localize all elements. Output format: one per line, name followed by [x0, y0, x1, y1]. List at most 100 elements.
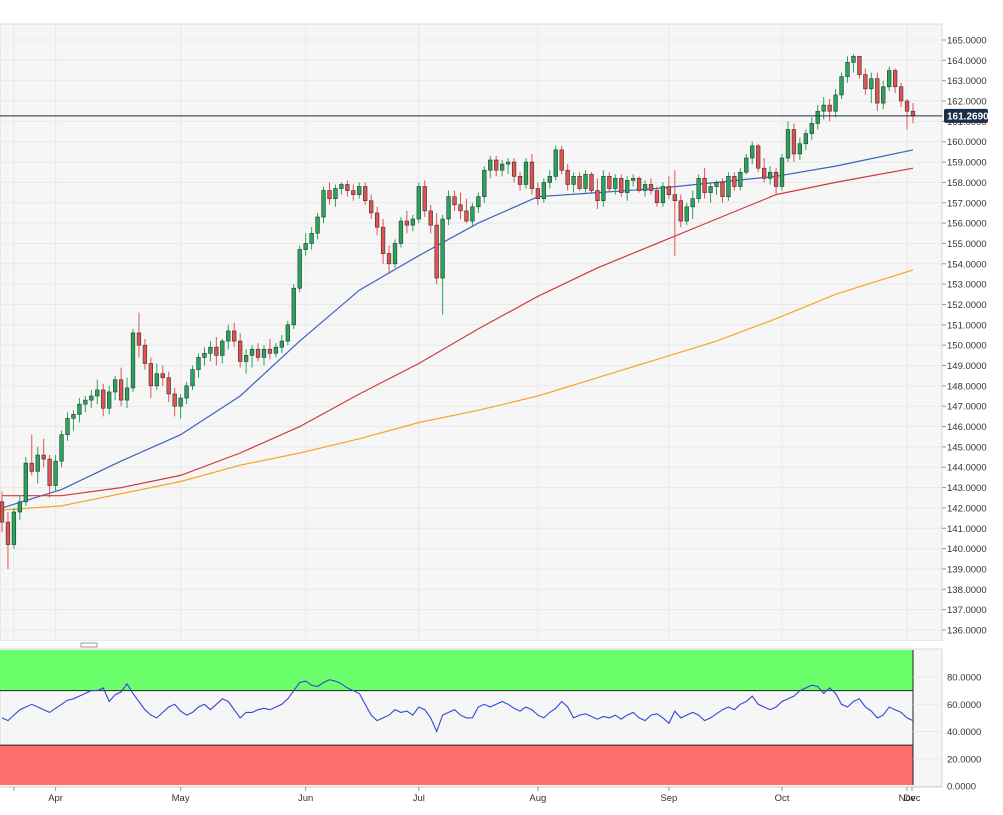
candle[interactable]	[726, 172, 731, 201]
candle[interactable]	[303, 233, 308, 256]
candle[interactable]	[226, 324, 231, 350]
candle[interactable]	[363, 182, 368, 205]
candle[interactable]	[541, 178, 546, 203]
candle[interactable]	[535, 182, 541, 205]
candle[interactable]	[767, 166, 773, 185]
candle[interactable]	[494, 155, 499, 177]
candle[interactable]	[279, 335, 284, 354]
candle[interactable]	[482, 166, 487, 203]
candle[interactable]	[386, 245, 392, 274]
candle[interactable]	[369, 194, 374, 220]
candle[interactable]	[750, 141, 755, 165]
candle[interactable]	[636, 176, 642, 193]
candle[interactable]	[11, 507, 17, 549]
candle[interactable]	[869, 72, 874, 104]
candle[interactable]	[309, 227, 314, 250]
candle[interactable]	[791, 123, 797, 163]
candle[interactable]	[631, 174, 636, 187]
candle[interactable]	[708, 182, 713, 203]
candle[interactable]	[773, 168, 779, 195]
candle[interactable]	[613, 174, 618, 195]
candle[interactable]	[0, 491, 5, 533]
candle[interactable]	[345, 180, 350, 197]
candle[interactable]	[321, 186, 326, 224]
candle[interactable]	[285, 320, 290, 346]
candle[interactable]	[154, 363, 159, 390]
candle[interactable]	[833, 88, 838, 118]
candle[interactable]	[565, 164, 570, 191]
candle[interactable]	[458, 192, 463, 220]
splitter-handle[interactable]	[80, 642, 98, 648]
candle[interactable]	[333, 184, 338, 207]
candle[interactable]	[136, 312, 142, 358]
candle[interactable]	[35, 446, 40, 484]
candle[interactable]	[184, 381, 189, 405]
candle[interactable]	[452, 190, 457, 211]
candle[interactable]	[291, 284, 296, 329]
candle[interactable]	[464, 198, 469, 224]
candle[interactable]	[785, 121, 791, 163]
candle[interactable]	[547, 170, 552, 189]
candle[interactable]	[892, 68, 898, 93]
candle[interactable]	[273, 343, 279, 358]
candle[interactable]	[779, 153, 785, 191]
candle[interactable]	[839, 72, 844, 99]
candle[interactable]	[71, 410, 76, 431]
candle[interactable]	[65, 412, 70, 441]
candle[interactable]	[398, 217, 404, 248]
candle[interactable]	[47, 455, 52, 498]
candle[interactable]	[243, 349, 249, 374]
candle[interactable]	[249, 345, 255, 368]
candle[interactable]	[738, 168, 743, 191]
candle[interactable]	[553, 145, 558, 181]
candle[interactable]	[500, 160, 505, 177]
candle[interactable]	[642, 180, 648, 197]
candle[interactable]	[142, 339, 148, 370]
candle[interactable]	[261, 345, 267, 366]
candle[interactable]	[595, 178, 600, 209]
candle[interactable]	[660, 182, 666, 207]
candle[interactable]	[339, 182, 344, 195]
candle[interactable]	[267, 339, 273, 360]
candle[interactable]	[160, 365, 165, 386]
candle[interactable]	[5, 512, 11, 569]
candle[interactable]	[577, 172, 582, 191]
candle[interactable]	[297, 245, 302, 293]
candle[interactable]	[702, 168, 707, 199]
candle[interactable]	[202, 347, 207, 366]
candle[interactable]	[744, 153, 749, 175]
candle[interactable]	[690, 190, 695, 220]
candle[interactable]	[666, 176, 672, 199]
candle[interactable]	[416, 182, 421, 224]
candle[interactable]	[589, 172, 594, 193]
candle[interactable]	[797, 137, 803, 161]
candle[interactable]	[672, 170, 677, 256]
candle[interactable]	[53, 455, 58, 492]
candle[interactable]	[83, 396, 88, 413]
candle[interactable]	[470, 202, 475, 228]
candle[interactable]	[863, 68, 868, 95]
candle[interactable]	[857, 55, 862, 79]
candle[interactable]	[648, 178, 654, 195]
candle[interactable]	[684, 202, 689, 226]
candle[interactable]	[148, 357, 154, 399]
candle[interactable]	[601, 170, 606, 207]
candle[interactable]	[374, 206, 380, 236]
candle[interactable]	[714, 180, 719, 195]
candle[interactable]	[904, 99, 910, 130]
candle[interactable]	[107, 385, 112, 415]
candle[interactable]	[208, 341, 213, 362]
candle[interactable]	[101, 383, 106, 417]
candle[interactable]	[523, 158, 529, 189]
candle[interactable]	[422, 180, 427, 217]
candle[interactable]	[761, 158, 767, 183]
candle[interactable]	[351, 184, 356, 201]
candle[interactable]	[130, 328, 136, 392]
candle[interactable]	[118, 367, 124, 407]
candle[interactable]	[166, 371, 171, 403]
candle[interactable]	[815, 105, 820, 130]
candle[interactable]	[428, 204, 433, 234]
candle[interactable]	[488, 155, 493, 179]
candle[interactable]	[827, 99, 832, 122]
candle[interactable]	[607, 172, 612, 193]
